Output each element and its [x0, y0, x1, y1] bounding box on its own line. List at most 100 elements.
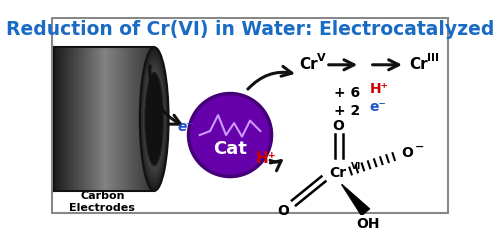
- Bar: [56, 47, 58, 191]
- Bar: [110, 47, 112, 191]
- Ellipse shape: [151, 103, 158, 135]
- Ellipse shape: [150, 95, 159, 143]
- Ellipse shape: [146, 75, 163, 163]
- Bar: [128, 47, 130, 191]
- Bar: [70, 47, 71, 191]
- Bar: [74, 47, 76, 191]
- Bar: [122, 47, 124, 191]
- Bar: [111, 47, 113, 191]
- Ellipse shape: [152, 111, 156, 127]
- Bar: [60, 47, 62, 191]
- Bar: [68, 47, 70, 191]
- Text: O: O: [332, 119, 344, 133]
- Bar: [116, 47, 118, 191]
- Bar: [100, 47, 102, 191]
- Bar: [98, 47, 100, 191]
- Bar: [130, 47, 132, 191]
- Text: O: O: [402, 146, 413, 160]
- Ellipse shape: [144, 71, 164, 167]
- Bar: [78, 47, 80, 191]
- Bar: [80, 47, 82, 191]
- Bar: [121, 47, 123, 191]
- Text: III: III: [427, 53, 439, 63]
- FancyBboxPatch shape: [52, 19, 448, 213]
- Bar: [76, 47, 78, 191]
- Bar: [144, 47, 146, 191]
- Bar: [138, 47, 140, 191]
- Bar: [124, 47, 126, 191]
- Text: O: O: [278, 204, 289, 218]
- Bar: [132, 47, 134, 191]
- Bar: [108, 47, 110, 191]
- Text: Cr: Cr: [329, 166, 346, 180]
- Bar: [114, 47, 116, 191]
- Ellipse shape: [152, 107, 156, 131]
- Text: + 2: + 2: [334, 104, 365, 118]
- Bar: [126, 47, 128, 191]
- Bar: [104, 47, 106, 191]
- Text: Cat: Cat: [213, 140, 247, 158]
- Ellipse shape: [154, 115, 155, 123]
- Text: Carbon
Electrodes: Carbon Electrodes: [70, 191, 136, 213]
- Bar: [81, 47, 83, 191]
- Bar: [64, 47, 66, 191]
- Text: H⁺: H⁺: [256, 152, 276, 166]
- Ellipse shape: [142, 55, 167, 183]
- Ellipse shape: [142, 59, 166, 179]
- Bar: [139, 47, 141, 191]
- Ellipse shape: [148, 87, 160, 151]
- Ellipse shape: [144, 67, 165, 171]
- Bar: [131, 47, 133, 191]
- Bar: [82, 47, 85, 191]
- Bar: [54, 47, 56, 191]
- Bar: [58, 47, 60, 191]
- Text: −: −: [415, 142, 424, 152]
- Bar: [101, 47, 103, 191]
- Bar: [92, 47, 94, 191]
- Bar: [136, 47, 138, 191]
- Bar: [61, 47, 63, 191]
- Ellipse shape: [146, 79, 162, 159]
- Bar: [90, 47, 92, 191]
- Polygon shape: [342, 184, 370, 216]
- Bar: [112, 47, 114, 191]
- Ellipse shape: [147, 83, 162, 155]
- Text: OH: OH: [356, 217, 380, 231]
- Ellipse shape: [140, 51, 168, 187]
- Bar: [120, 47, 122, 191]
- Bar: [62, 47, 65, 191]
- Text: Cr: Cr: [410, 57, 428, 72]
- Bar: [71, 47, 73, 191]
- Bar: [66, 47, 68, 191]
- Bar: [91, 47, 93, 191]
- Ellipse shape: [140, 47, 168, 191]
- Bar: [96, 47, 98, 191]
- Bar: [106, 47, 108, 191]
- Ellipse shape: [143, 63, 166, 175]
- Bar: [94, 47, 96, 191]
- Bar: [149, 47, 152, 191]
- Bar: [118, 47, 120, 191]
- Bar: [148, 47, 150, 191]
- Circle shape: [188, 93, 272, 177]
- Text: Reduction of Cr(VI) in Water: Electrocatalyzed: Reduction of Cr(VI) in Water: Electrocat…: [6, 20, 494, 39]
- Text: Cr: Cr: [300, 57, 318, 72]
- Text: VI: VI: [350, 162, 361, 171]
- Text: e⁻: e⁻: [178, 120, 194, 134]
- Ellipse shape: [150, 99, 158, 139]
- Text: H⁺: H⁺: [370, 82, 388, 96]
- Bar: [86, 47, 88, 191]
- Bar: [134, 47, 136, 191]
- Bar: [142, 47, 144, 191]
- Text: V: V: [317, 53, 326, 63]
- Bar: [102, 47, 104, 191]
- Bar: [151, 47, 153, 191]
- Text: e⁻: e⁻: [370, 100, 386, 114]
- Bar: [72, 47, 75, 191]
- Bar: [88, 47, 90, 191]
- Text: + 6: + 6: [334, 86, 365, 100]
- Bar: [146, 47, 148, 191]
- Bar: [84, 47, 86, 191]
- Bar: [141, 47, 143, 191]
- Ellipse shape: [148, 91, 160, 147]
